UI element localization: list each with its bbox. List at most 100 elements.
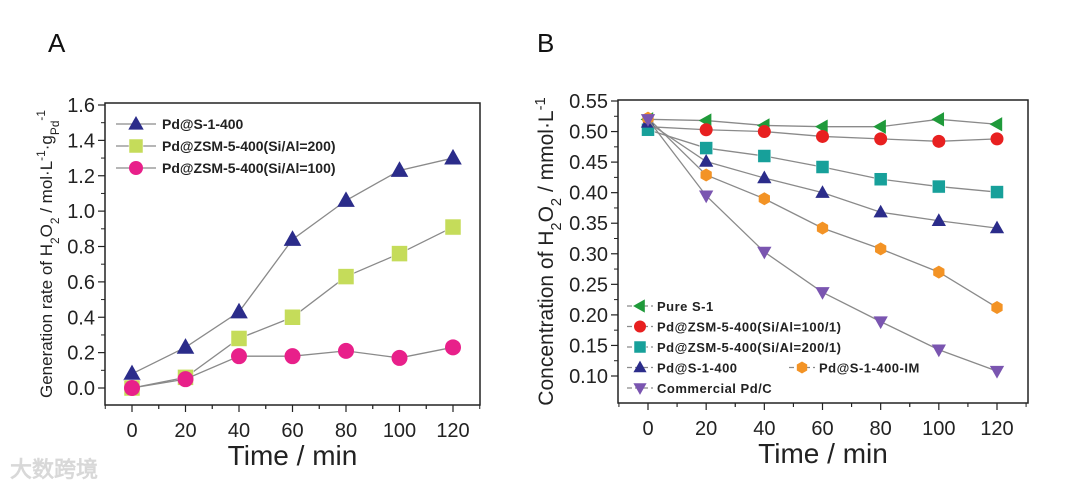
y-tick-label: 0.35	[569, 213, 608, 235]
x-axis-label: Time / min	[228, 440, 358, 471]
data-point	[700, 168, 712, 182]
data-point	[931, 213, 946, 226]
data-point	[874, 132, 888, 146]
data-point	[816, 221, 829, 235]
y-axis-label-part: Concentration of H	[535, 231, 558, 406]
x-tick-label: 0	[126, 420, 137, 442]
data-point	[932, 134, 946, 148]
legend-marker	[128, 138, 144, 154]
data-point	[933, 265, 945, 279]
y-tick-label: 0.10	[569, 366, 608, 388]
data-point	[931, 112, 945, 127]
data-point	[989, 365, 1005, 379]
data-point	[758, 192, 770, 206]
legend-label: Pd@ZSM-5-400(Si/Al=200/1)	[657, 340, 841, 355]
data-point	[989, 117, 1003, 132]
data-point	[445, 339, 461, 356]
data-point	[123, 364, 141, 381]
y-tick-label: 1.4	[67, 130, 95, 152]
y-axis-label-part: -1	[34, 150, 48, 161]
data-point	[391, 349, 408, 366]
y-tick-label: 0.40	[569, 183, 608, 205]
data-point	[444, 218, 462, 236]
y-axis-label-part: -1	[34, 110, 48, 121]
x-tick-label: 20	[174, 420, 196, 442]
y-tick-label: 0.55	[569, 91, 608, 113]
data-point	[390, 161, 409, 177]
y-axis-label-part: ·g	[37, 135, 56, 150]
data-point	[815, 185, 830, 198]
data-point	[815, 287, 830, 300]
data-point	[757, 170, 772, 184]
x-tick-label: 40	[753, 418, 775, 440]
data-point	[283, 230, 302, 246]
data-point	[699, 123, 713, 137]
legend-label: Pd@ZSM-5-400(Si/Al=200)	[162, 138, 336, 154]
legend-marker	[633, 383, 647, 395]
y-axis-label-part: / mmol·L	[535, 110, 558, 198]
legend-label: Pure S-1	[657, 299, 714, 314]
data-point	[699, 190, 714, 204]
series-line-0	[131, 157, 454, 375]
data-point	[815, 160, 830, 174]
data-point	[699, 141, 713, 155]
legend-label: Pd@ZSM-5-400(Si/Al=100)	[162, 160, 336, 176]
data-point	[230, 302, 248, 319]
legend-marker	[796, 361, 808, 374]
data-point	[990, 132, 1004, 146]
y-tick-label: 1.2	[67, 166, 95, 188]
legend-label: Commercial Pd/C	[657, 381, 772, 396]
data-point	[931, 344, 946, 358]
x-tick-label: 40	[228, 420, 250, 442]
x-axis-label: Time / min	[758, 438, 888, 469]
data-point	[176, 338, 195, 354]
y-axis-label-part: 2	[48, 237, 62, 244]
y-axis-label-part: 2	[48, 217, 62, 224]
y-axis-label-part: 2	[549, 198, 565, 206]
data-point	[873, 172, 888, 186]
x-tick-label: 60	[811, 418, 833, 440]
data-point	[873, 204, 888, 218]
legend-label: Pd@S-1-400-IM	[819, 361, 920, 376]
data-point	[757, 246, 772, 260]
data-point	[990, 185, 1004, 199]
data-point	[815, 119, 828, 134]
data-point	[757, 125, 771, 139]
y-tick-label: 0.50	[569, 122, 608, 144]
data-point	[124, 380, 140, 396]
data-point	[699, 154, 714, 167]
y-axis-label-part: / mol·L	[37, 161, 56, 218]
data-point	[337, 268, 355, 285]
x-tick-label: 120	[436, 420, 469, 442]
y-axis-label-part: O	[535, 206, 558, 222]
data-point	[932, 179, 946, 194]
legend-marker	[128, 115, 144, 130]
y-tick-label: 0.2	[67, 343, 95, 365]
data-point	[444, 148, 462, 165]
data-point	[991, 301, 1003, 315]
x-tick-label: 100	[383, 420, 416, 442]
legend-marker	[633, 299, 645, 313]
y-tick-label: 0.45	[569, 152, 608, 174]
legend-label: Pd@ZSM-5-400(Si/Al=100/1)	[657, 320, 841, 335]
data-point	[873, 316, 888, 330]
legend-marker	[633, 360, 647, 373]
x-tick-label: 20	[695, 418, 717, 440]
data-point	[875, 242, 887, 256]
data-point	[640, 114, 656, 127]
legend-marker	[633, 340, 647, 354]
y-tick-label: 0.20	[569, 305, 608, 327]
legend-marker	[634, 320, 646, 333]
legend-marker	[129, 161, 143, 175]
x-tick-label: 60	[281, 420, 303, 442]
y-axis-label-part: Pd	[48, 121, 62, 136]
axes-frame	[617, 99, 1029, 404]
data-point	[230, 330, 248, 347]
data-point	[177, 371, 194, 388]
data-point	[284, 348, 301, 365]
x-tick-label: 80	[870, 418, 892, 440]
data-point	[757, 149, 772, 163]
y-tick-label: 0.4	[67, 307, 95, 329]
